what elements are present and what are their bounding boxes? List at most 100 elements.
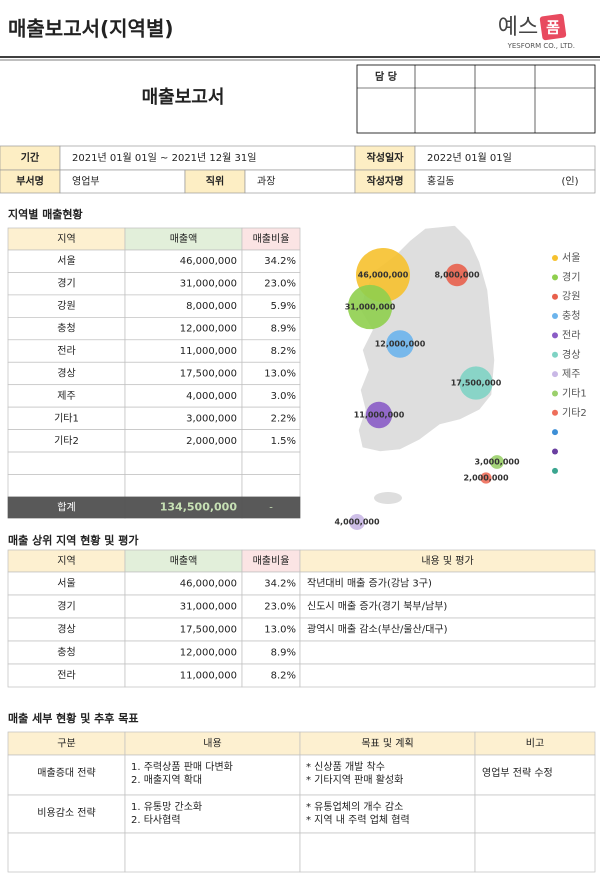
cell-text: 홍길동 — [427, 175, 455, 188]
cell-text: 4,000,000 — [186, 391, 237, 402]
report-title: 매출보고서 — [142, 87, 225, 108]
cell-text: 34.2% — [264, 579, 296, 590]
legend-label: 기타2 — [562, 407, 587, 419]
cell-text: * 유통업체의 개수 감소 — [306, 800, 403, 813]
table-cell — [241, 451, 301, 475]
bubble-label: 46,000,000 — [358, 271, 409, 280]
cell-text: 광역시 매출 감소(부산/울산/대구) — [307, 624, 448, 636]
region-bubble — [459, 366, 493, 400]
bubble-label: 3,000,000 — [474, 458, 519, 467]
column-header: 내용 — [203, 738, 221, 750]
cell-text: 기타1 — [54, 412, 79, 424]
cell-text: 매출증대 전략 — [37, 767, 95, 779]
cell-text: 담 당 — [375, 70, 398, 83]
logo-badge-text: 폼 — [546, 19, 560, 37]
bubble-label: 2,000,000 — [463, 474, 508, 483]
cell-text: (인) — [561, 176, 578, 188]
bubble-label: 17,500,000 — [451, 379, 502, 388]
cell-text: 13.0% — [264, 368, 296, 379]
cell-text: 과장 — [257, 176, 275, 188]
total-label: 합계 — [57, 502, 75, 514]
cell-text: * 신상품 개발 착수 — [306, 761, 385, 773]
bubble-label: 8,000,000 — [434, 271, 479, 280]
legend-label: 기타1 — [562, 387, 587, 399]
table-cell — [124, 754, 301, 796]
table-cell — [354, 145, 416, 171]
cell-text: 서울 — [57, 578, 75, 590]
legend-label: 경상 — [562, 348, 580, 361]
legend-dot — [552, 293, 558, 300]
cell-text: 8,000,000 — [186, 301, 237, 312]
cell-text: 경상 — [57, 623, 75, 636]
cell-text: 8.2% — [271, 346, 296, 357]
legend-dot — [552, 448, 558, 455]
cell-text: 기간 — [21, 151, 40, 164]
column-header: 구분 — [57, 738, 75, 750]
cell-text: 8.9% — [271, 324, 296, 335]
cell-text: 23.0% — [264, 279, 296, 290]
legend-label: 충청 — [562, 310, 580, 322]
cell-text: 경기 — [57, 600, 75, 613]
cell-text: 31,000,000 — [180, 602, 237, 613]
cell-text: 13.0% — [264, 625, 296, 636]
cell-text: * 기타지역 판매 활성화 — [306, 773, 403, 786]
legend-label: 전라 — [562, 329, 580, 341]
column-header: 매출비율 — [253, 555, 290, 567]
cell-text: 영업부 전략 수정 — [482, 766, 553, 779]
cell-text: 31,000,000 — [180, 279, 237, 290]
legend-dot — [552, 351, 558, 358]
cell-text: 2022년 01월 01일 — [427, 152, 512, 164]
cell-text: 전라 — [57, 345, 75, 357]
cell-text: 2021년 01월 01일 ~ 2021년 12월 31일 — [72, 152, 256, 164]
legend-dot — [552, 274, 558, 281]
cell-text: 1. 주력상품 판매 다변화 — [131, 761, 233, 773]
region-bubble — [365, 401, 393, 429]
cell-text: 비용감소 전략 — [37, 807, 95, 819]
total-ratio: - — [269, 503, 273, 514]
cell-text: 서울 — [57, 255, 75, 267]
cell-text: 46,000,000 — [180, 579, 237, 590]
table-cell — [59, 145, 356, 171]
region-bubble — [445, 263, 469, 287]
cell-text: 5.9% — [271, 301, 296, 312]
section-title: 지역별 매출현황 — [8, 207, 83, 221]
column-header: 내용 및 평가 — [421, 555, 473, 567]
region-bubble — [349, 514, 365, 530]
cell-text: 전라 — [57, 670, 75, 682]
section-title: 매출 상위 지역 현황 및 평가 — [8, 533, 138, 547]
cell-text: 경상 — [57, 366, 75, 379]
column-header: 지역 — [57, 233, 75, 245]
table-cell — [474, 794, 596, 834]
column-header: 목표 및 계획 — [361, 738, 413, 750]
table-cell — [7, 832, 126, 873]
cell-text: 8.2% — [271, 671, 296, 682]
logo-sub: YESFORM CO., LTD. — [507, 42, 575, 50]
cell-text: 8.9% — [271, 648, 296, 659]
table-cell — [124, 832, 301, 873]
table-cell — [124, 794, 301, 834]
table-cell — [0, 145, 61, 171]
column-header: 지역 — [57, 555, 75, 567]
cell-text: 강원 — [57, 300, 75, 312]
cell-text: 작성자명 — [367, 175, 404, 188]
cell-text: 직위 — [206, 175, 224, 188]
bubble-label: 12,000,000 — [375, 340, 426, 349]
page-title: 매출보고서(지역별) — [8, 17, 173, 41]
legend-label: 경기 — [562, 270, 580, 283]
table-cell — [474, 754, 596, 796]
cell-text: 신도시 매출 증가(경기 북부/남부) — [307, 600, 447, 613]
column-header: 매출액 — [170, 555, 198, 567]
cell-text: 1.5% — [271, 436, 296, 447]
legend-dot — [552, 429, 558, 436]
cell-text: 12,000,000 — [180, 648, 237, 659]
table-cell — [414, 169, 596, 194]
total-amount: 134,500,000 — [160, 501, 238, 514]
column-header: 비고 — [526, 738, 544, 750]
table-cell — [241, 496, 301, 519]
bubble-label: 31,000,000 — [345, 303, 396, 312]
region-bubble — [347, 284, 393, 330]
logo-text: 예스 — [498, 15, 538, 40]
table-cell — [7, 754, 126, 796]
